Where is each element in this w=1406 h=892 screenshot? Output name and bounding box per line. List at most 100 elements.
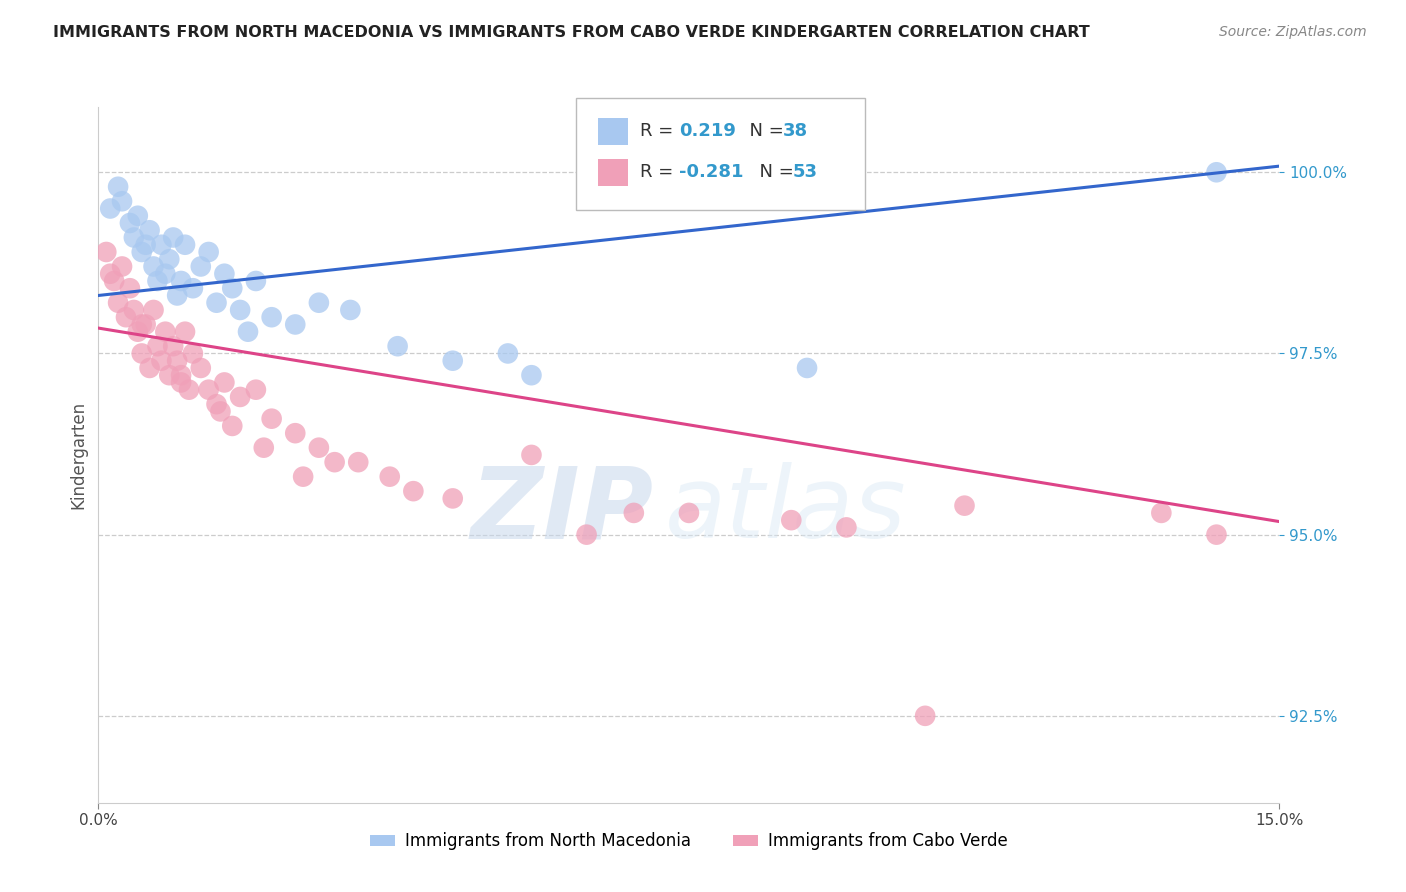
Point bbox=[209, 404, 232, 418]
Point bbox=[122, 302, 145, 317]
Point bbox=[122, 230, 145, 244]
Text: N =: N = bbox=[748, 163, 800, 181]
Point bbox=[575, 527, 598, 541]
Point bbox=[623, 506, 645, 520]
Point bbox=[245, 383, 267, 397]
Text: 53: 53 bbox=[793, 163, 818, 181]
Text: R =: R = bbox=[640, 122, 679, 140]
Text: R =: R = bbox=[640, 163, 679, 181]
Point bbox=[111, 260, 134, 274]
Point bbox=[98, 267, 121, 281]
Point bbox=[138, 223, 160, 237]
Point bbox=[142, 302, 165, 317]
Point bbox=[496, 346, 519, 360]
Point bbox=[253, 441, 276, 455]
Point bbox=[135, 318, 157, 332]
Point bbox=[387, 339, 409, 353]
Point bbox=[197, 244, 219, 259]
Text: 0.219: 0.219 bbox=[679, 122, 735, 140]
Point bbox=[402, 484, 425, 499]
Point bbox=[190, 360, 212, 375]
Point bbox=[260, 411, 283, 425]
Point bbox=[197, 383, 219, 397]
Point bbox=[150, 237, 173, 252]
Point bbox=[181, 346, 204, 360]
Point bbox=[181, 281, 204, 295]
Point bbox=[115, 310, 138, 325]
Point bbox=[308, 295, 330, 310]
Point bbox=[162, 230, 184, 244]
Point bbox=[96, 244, 118, 259]
Text: 38: 38 bbox=[783, 122, 808, 140]
Point bbox=[107, 295, 129, 310]
Point bbox=[177, 383, 200, 397]
Point bbox=[103, 274, 125, 288]
Point bbox=[953, 499, 976, 513]
Point bbox=[205, 397, 228, 411]
Point bbox=[229, 302, 252, 317]
Point bbox=[107, 179, 129, 194]
Point bbox=[339, 302, 361, 317]
Point bbox=[98, 202, 121, 216]
Point bbox=[146, 339, 169, 353]
Text: atlas: atlas bbox=[665, 462, 907, 559]
Point bbox=[221, 281, 243, 295]
Point bbox=[174, 325, 197, 339]
Y-axis label: Kindergarten: Kindergarten bbox=[69, 401, 87, 509]
Point bbox=[229, 390, 252, 404]
Point bbox=[796, 360, 818, 375]
Point bbox=[118, 281, 141, 295]
Text: -0.281: -0.281 bbox=[679, 163, 744, 181]
Point bbox=[1205, 165, 1227, 179]
Point bbox=[347, 455, 370, 469]
Point bbox=[678, 506, 700, 520]
Text: Source: ZipAtlas.com: Source: ZipAtlas.com bbox=[1219, 25, 1367, 39]
Point bbox=[170, 274, 193, 288]
Point bbox=[155, 325, 177, 339]
Point bbox=[1205, 527, 1227, 541]
Point bbox=[127, 209, 149, 223]
Point bbox=[308, 441, 330, 455]
Point bbox=[118, 216, 141, 230]
Point bbox=[157, 252, 180, 267]
Text: IMMIGRANTS FROM NORTH MACEDONIA VS IMMIGRANTS FROM CABO VERDE KINDERGARTEN CORRE: IMMIGRANTS FROM NORTH MACEDONIA VS IMMIG… bbox=[53, 25, 1090, 40]
Point bbox=[245, 274, 267, 288]
Point bbox=[162, 339, 184, 353]
Point bbox=[150, 353, 173, 368]
Point bbox=[292, 469, 315, 483]
Point bbox=[323, 455, 346, 469]
Point bbox=[1150, 506, 1173, 520]
Point bbox=[190, 260, 212, 274]
Point bbox=[221, 418, 243, 433]
Point bbox=[520, 448, 543, 462]
Point bbox=[170, 376, 193, 390]
Point bbox=[441, 491, 464, 506]
Point bbox=[520, 368, 543, 383]
Point bbox=[166, 288, 188, 302]
Point bbox=[146, 274, 169, 288]
Point bbox=[284, 318, 307, 332]
Point bbox=[131, 346, 153, 360]
Text: ZIP: ZIP bbox=[471, 462, 654, 559]
Point bbox=[214, 267, 236, 281]
Point bbox=[441, 353, 464, 368]
Legend: Immigrants from North Macedonia, Immigrants from Cabo Verde: Immigrants from North Macedonia, Immigra… bbox=[364, 826, 1014, 857]
Point bbox=[157, 368, 180, 383]
Point bbox=[142, 260, 165, 274]
Point bbox=[138, 360, 160, 375]
Point bbox=[131, 244, 153, 259]
Point bbox=[155, 267, 177, 281]
Point bbox=[214, 376, 236, 390]
Point bbox=[236, 325, 259, 339]
Text: N =: N = bbox=[738, 122, 790, 140]
Point bbox=[205, 295, 228, 310]
Point bbox=[378, 469, 401, 483]
Point bbox=[780, 513, 803, 527]
Point bbox=[835, 520, 858, 534]
Point bbox=[170, 368, 193, 383]
Point bbox=[127, 325, 149, 339]
Point bbox=[135, 237, 157, 252]
Point bbox=[284, 426, 307, 441]
Point bbox=[914, 708, 936, 723]
Point bbox=[174, 237, 197, 252]
